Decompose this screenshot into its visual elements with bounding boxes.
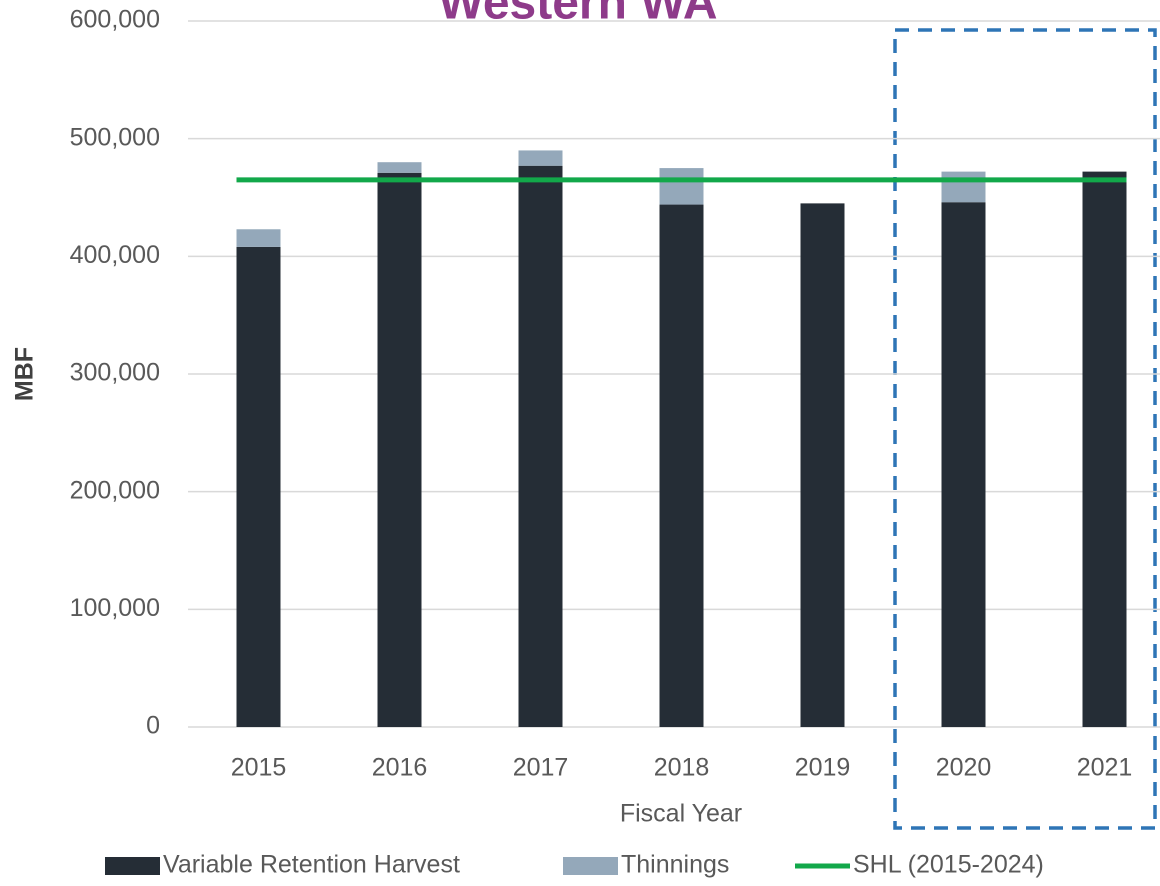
bar-segment xyxy=(659,204,704,727)
y-tick-label: 100,000 xyxy=(70,594,160,622)
x-axis-label: Fiscal Year xyxy=(620,800,742,828)
x-tick-label: 2021 xyxy=(1077,754,1133,782)
bar-segment xyxy=(518,165,563,728)
x-tick-label: 2018 xyxy=(654,754,710,782)
bar-segment xyxy=(377,172,422,728)
bar-segment xyxy=(659,168,704,205)
x-tick-label: 2015 xyxy=(231,754,287,782)
bar-segment xyxy=(800,203,845,728)
bar-segment xyxy=(377,162,422,173)
bar-segment xyxy=(236,229,281,247)
legend-label: Thinnings xyxy=(621,851,729,879)
bar-segment xyxy=(941,171,986,203)
bar-segment xyxy=(941,202,986,727)
y-tick-label: 0 xyxy=(146,712,160,740)
y-tick-label: 200,000 xyxy=(70,476,160,504)
bar-segment xyxy=(1082,171,1127,727)
legend-swatch xyxy=(105,857,160,875)
legend-swatch xyxy=(563,857,618,875)
legend-label: SHL (2015-2024) xyxy=(853,851,1044,879)
legend-label: Variable Retention Harvest xyxy=(163,851,460,879)
y-tick-label: 600,000 xyxy=(70,6,160,34)
y-tick-label: 500,000 xyxy=(70,123,160,151)
x-tick-label: 2016 xyxy=(372,754,428,782)
x-tick-label: 2020 xyxy=(936,754,992,782)
bar-segment xyxy=(518,150,563,166)
y-axis-label: MBF xyxy=(11,347,39,401)
bar-segment xyxy=(236,246,281,728)
x-tick-label: 2017 xyxy=(513,754,569,782)
y-tick-label: 400,000 xyxy=(70,241,160,269)
x-tick-label: 2019 xyxy=(795,754,851,782)
y-tick-label: 300,000 xyxy=(70,359,160,387)
chart-title: Western WA xyxy=(438,0,717,30)
